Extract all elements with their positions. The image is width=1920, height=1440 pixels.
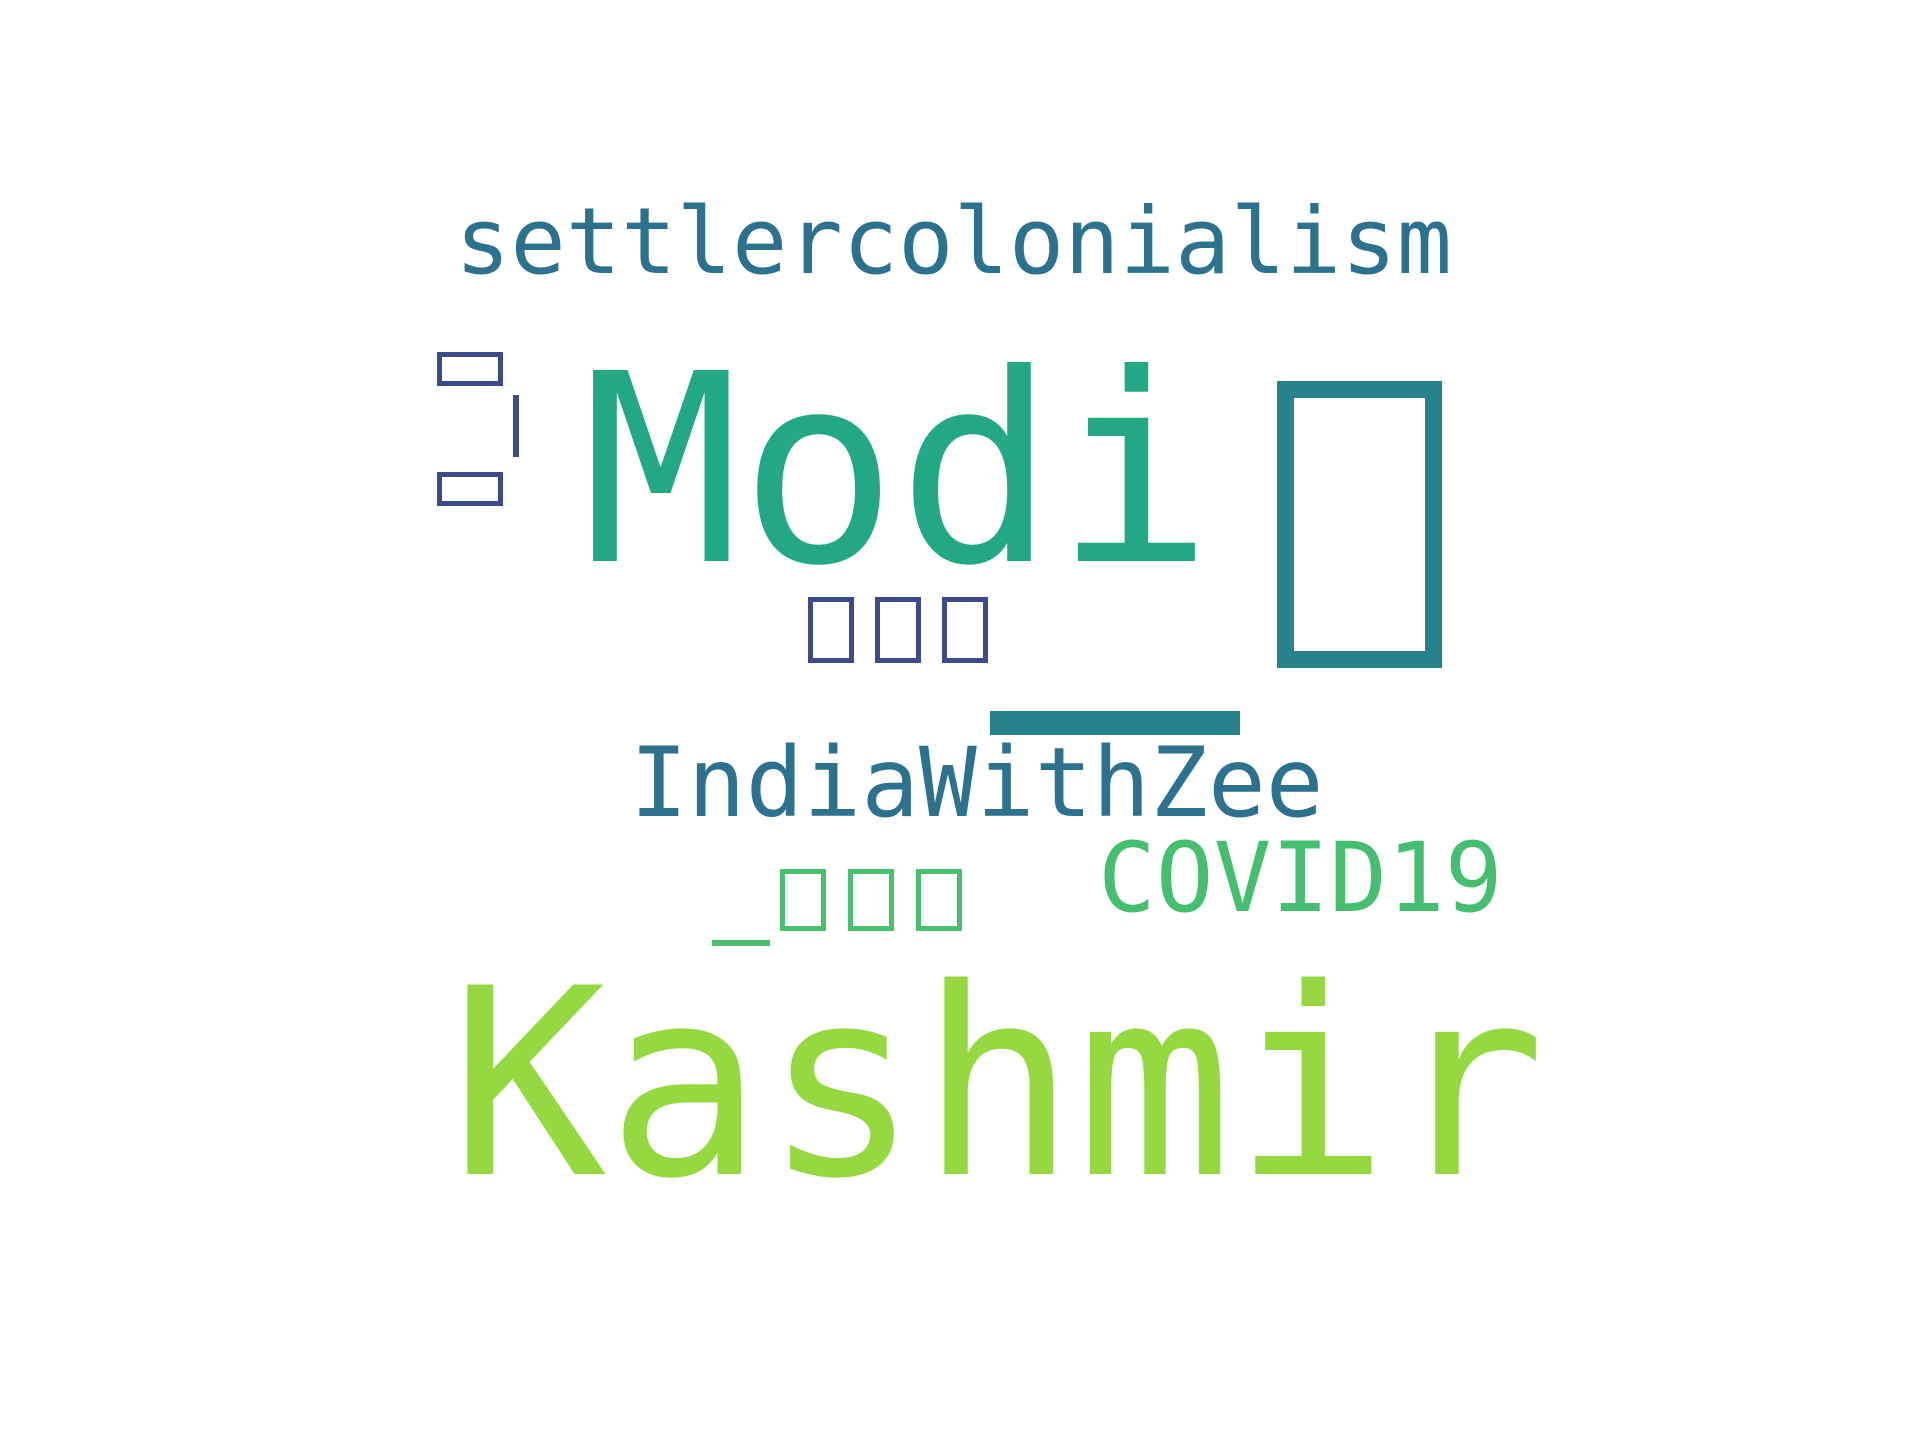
- underscore-green: [712, 940, 770, 946]
- word-kashmir: Kashmir: [450, 934, 1546, 1236]
- missing-glyph-box-low-3: [916, 869, 962, 931]
- missing-glyph-box-low-2: [848, 869, 894, 931]
- missing-glyph-box-mid-3: [942, 597, 988, 663]
- missing-glyph-box-vertical-2: [437, 472, 503, 506]
- underscore-bar: [990, 711, 1240, 735]
- missing-glyph-box-mid-2: [875, 597, 921, 663]
- missing-glyph-box-large: [1277, 381, 1442, 668]
- underscore-vertical: [513, 395, 519, 457]
- missing-glyph-box-vertical-1: [437, 352, 503, 386]
- missing-glyph-box-mid-1: [808, 597, 854, 663]
- word-settlercolonialism: settlercolonialism: [455, 188, 1452, 295]
- word-covid19: COVID19: [1098, 822, 1503, 934]
- missing-glyph-box-low-1: [780, 869, 826, 931]
- word-indiawithzee: IndiaWithZee: [630, 727, 1324, 839]
- word-modi: Modi: [582, 318, 1213, 623]
